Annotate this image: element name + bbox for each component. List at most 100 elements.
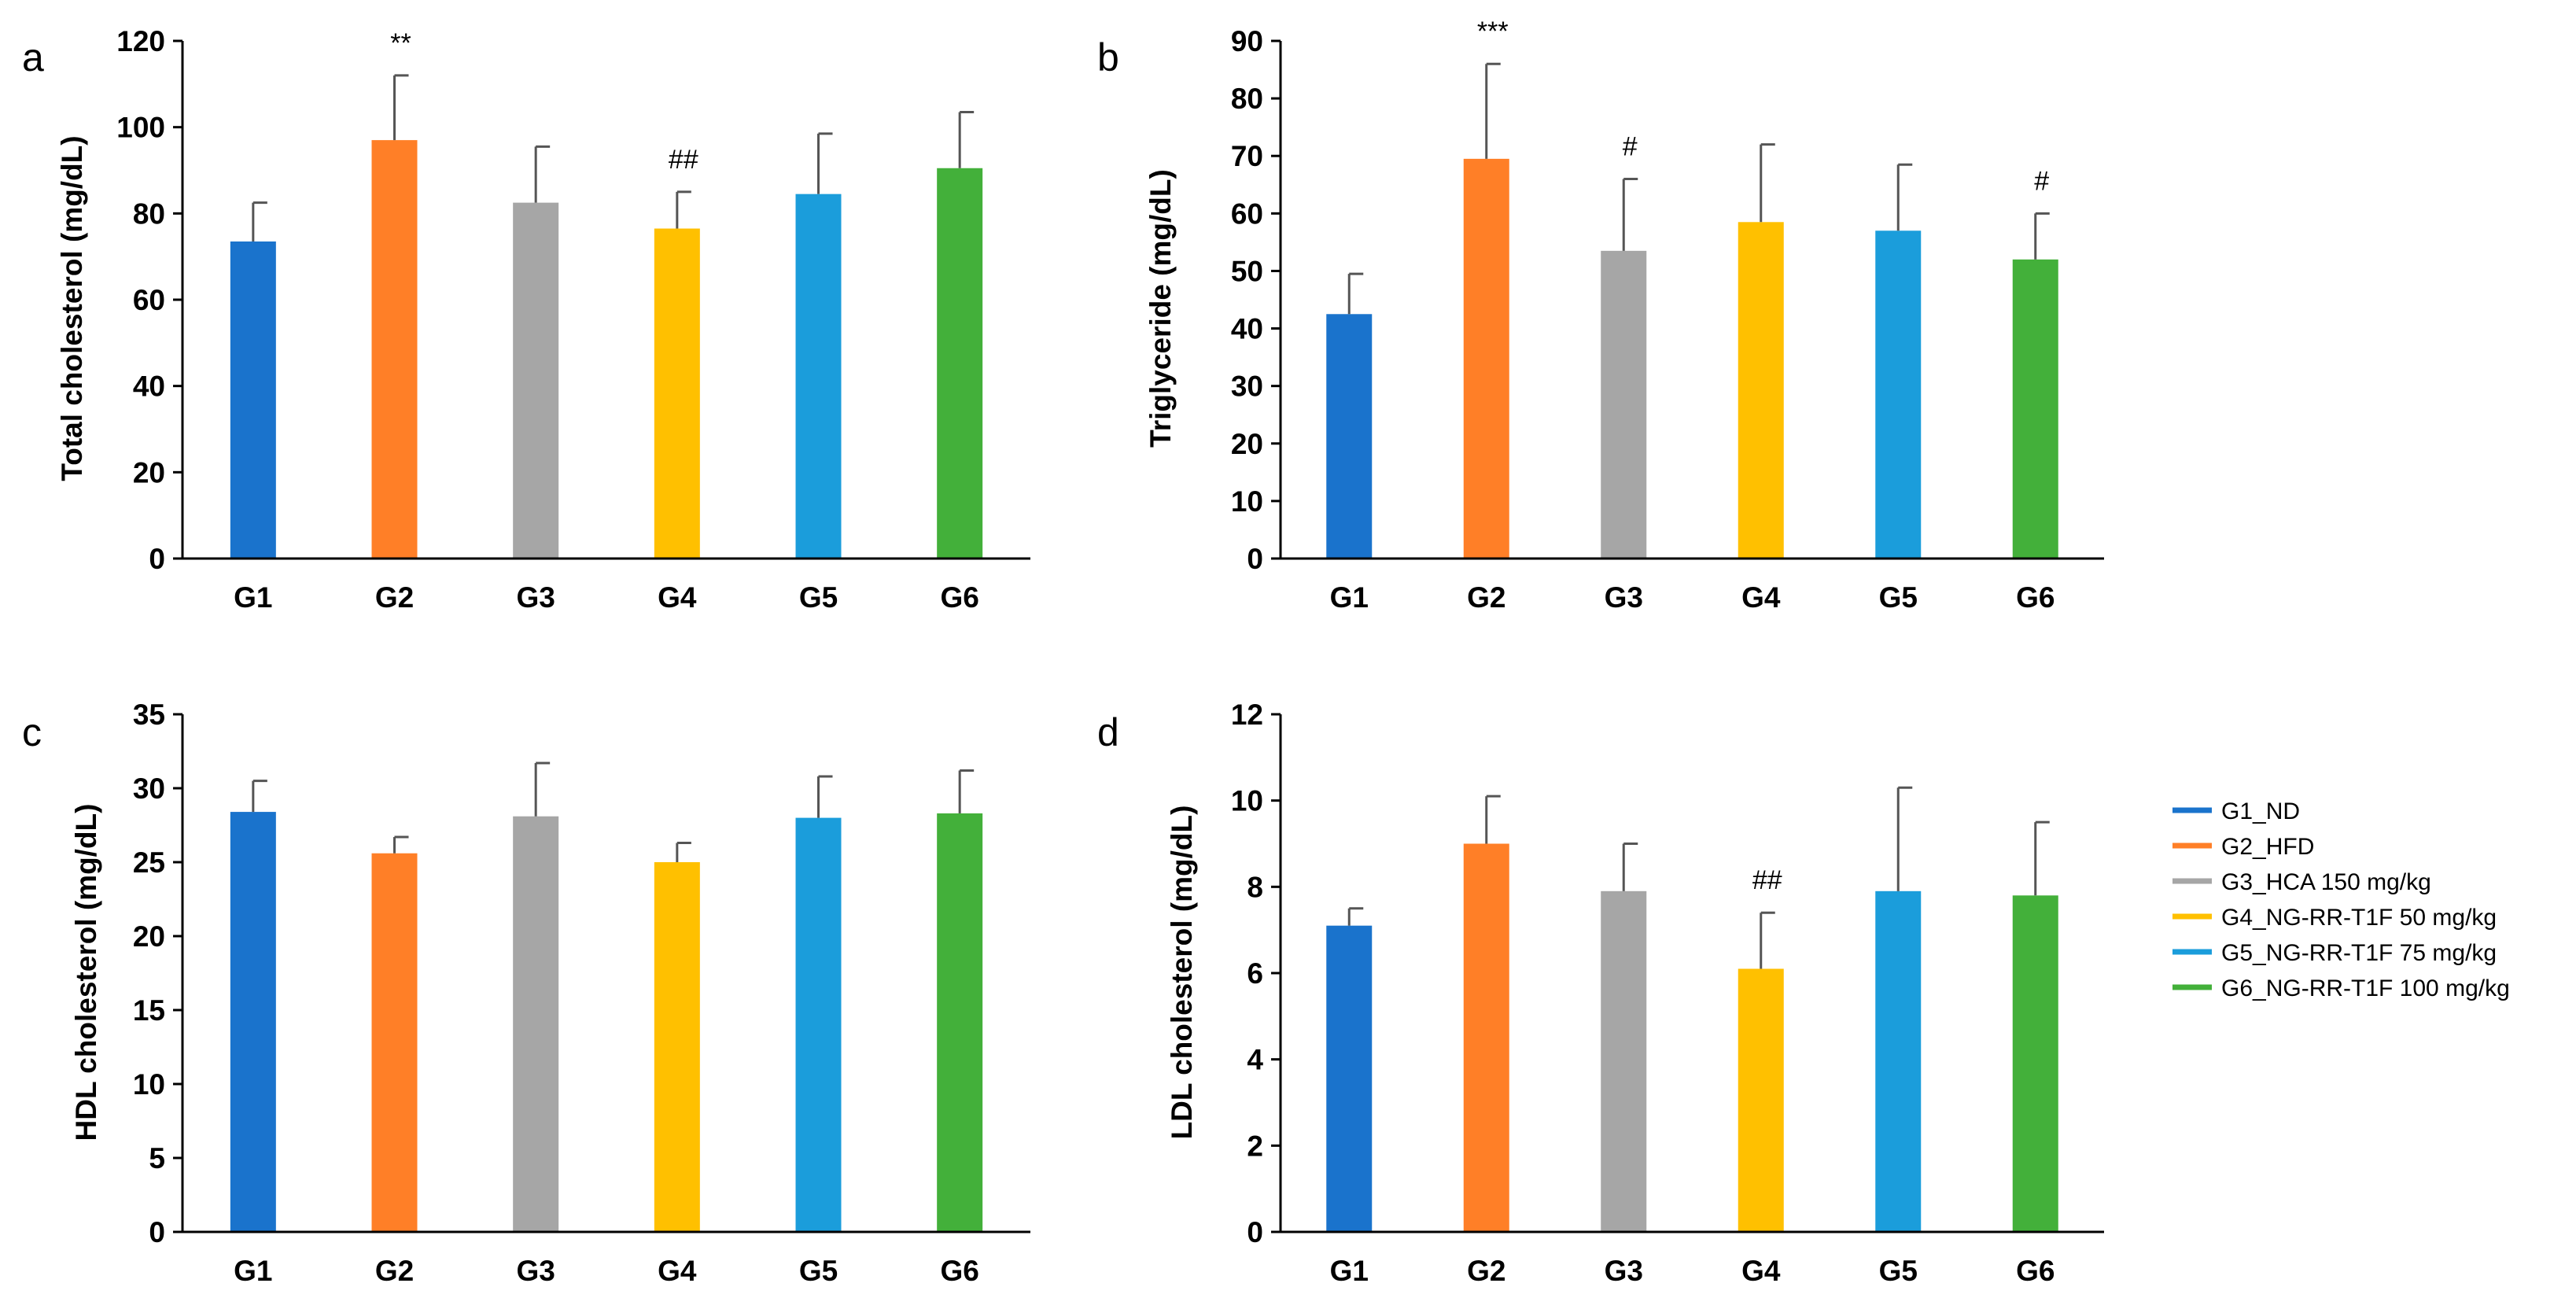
panel-b-bar-g6 [2012, 259, 2058, 559]
panel-a-bar-g5 [795, 194, 842, 559]
panel-b-bar-g5 [1875, 230, 1922, 559]
panel-b-x-tick-label-g1: G1 [1330, 581, 1369, 614]
panel-b-x-tick-label-g4: G4 [1741, 581, 1781, 614]
panel-b-y-tick-label: 90 [1231, 25, 1263, 57]
panel-a-y-axis-title: Total cholesterol (mg/dL) [56, 135, 88, 481]
panel-b-y-tick-label: 30 [1231, 371, 1263, 403]
panel-c-y-tick-label: 30 [133, 772, 165, 805]
panel-d-y-tick-label: 10 [1231, 785, 1263, 817]
panel-d-x-tick-label-g6: G6 [2016, 1255, 2055, 1287]
panel-d-x-tick-label-g2: G2 [1467, 1255, 1505, 1287]
legend-label-g4: G4_NG-RR-T1F 50 mg/kg [2221, 905, 2497, 931]
panel-c-x-tick-label-g6: G6 [940, 1255, 978, 1287]
panel-d-significance-g4: ## [1752, 865, 1782, 895]
panel-a-x-tick-label-g4: G4 [658, 581, 697, 614]
panel-a-x-tick-label-g2: G2 [375, 581, 414, 614]
panel-d-label: d [1097, 710, 1119, 754]
panel-a-significance-g2: ** [390, 28, 411, 58]
panel-c-x-tick-label-g1: G1 [234, 1255, 272, 1287]
panel-b-y-tick-label: 0 [1247, 543, 1263, 575]
legend-label-g2: G2_HFD [2221, 834, 2314, 860]
panel-d-x-tick-label-g3: G3 [1605, 1255, 1643, 1287]
legend-label-g1: G1_ND [2221, 798, 2300, 824]
panel-d-bar-g3 [1601, 890, 1647, 1232]
legend: G1_ND G2_HFD G3_HCA 150 mg/kg G4_NG-RR-T1F … [2172, 798, 2510, 1001]
panel-a-y-tick-label: 80 [133, 197, 165, 230]
panel-b-bar-g3 [1601, 250, 1647, 559]
panel-d-bar-g6 [2012, 895, 2058, 1232]
panel-a-x-tick-label-g6: G6 [940, 581, 978, 614]
panel-d-y-tick-label: 2 [1247, 1130, 1263, 1162]
panel-c-y-tick-label: 5 [149, 1142, 165, 1174]
panel-d-y-tick-label: 8 [1247, 871, 1263, 903]
panel-a-bar-g6 [937, 168, 983, 559]
panel-c-y-tick-label: 15 [133, 994, 165, 1027]
panel-b-x-tick-label-g6: G6 [2016, 581, 2055, 614]
panel-a-label: a [22, 35, 44, 79]
panel-b-bar-g1 [1326, 314, 1373, 559]
panel-b-bar-g4 [1738, 222, 1784, 559]
panel-d-y-tick-label: 12 [1231, 699, 1263, 731]
panel-d-y-tick-label: 4 [1247, 1044, 1263, 1076]
panel-b-significance-g3: # [1623, 131, 1638, 161]
panel-d-bar-g4 [1738, 968, 1784, 1232]
panel-c-y-axis-title: HDL cholesterol (mg/dL) [70, 804, 102, 1141]
panel-c-x-tick-label-g4: G4 [658, 1255, 697, 1287]
panel-a-bar-g4 [654, 228, 700, 559]
panel-b-x-tick-label-g2: G2 [1467, 581, 1505, 614]
panel-c-label: c [22, 710, 42, 754]
panel-c-bar-g1 [230, 812, 276, 1232]
panel-b-y-tick-label: 50 [1231, 255, 1263, 287]
legend-label-g6: G6_NG-RR-T1F 100 mg/kg [2221, 975, 2510, 1001]
panel-d-bar-g1 [1326, 925, 1373, 1232]
panel-b-y-tick-label: 10 [1231, 485, 1263, 518]
panel-a-bar-g3 [513, 202, 559, 559]
panel-b-y-tick-label: 20 [1231, 428, 1263, 460]
panel-a-y-tick-label: 20 [133, 456, 165, 489]
panel-a-significance-g4: ## [669, 145, 698, 175]
panel-c-bar-g2 [371, 853, 418, 1232]
panel-b-significance-g6: # [2034, 166, 2049, 196]
panel-d-y-tick-label: 0 [1247, 1216, 1263, 1248]
panel-c-x-tick-label-g2: G2 [375, 1255, 414, 1287]
panel-c: c HDL cholesterol (mg/dL) 0 5 10 15 20 25 30 35… [22, 699, 1030, 1287]
panel-a-x-tick-label-g5: G5 [799, 581, 838, 614]
panel-a-y-tick-label: 120 [116, 25, 165, 57]
panel-a: a Total cholesterol (mg/dL) 0 20 40 60 80 100… [22, 25, 1030, 614]
panel-c-bar-g4 [654, 862, 700, 1232]
legend-label-g3: G3_HCA 150 mg/kg [2221, 869, 2431, 895]
panel-c-bar-g3 [513, 816, 559, 1232]
panel-b-bar-g2 [1463, 158, 1509, 559]
panel-b-x-tick-label-g5: G5 [1879, 581, 1918, 614]
panel-a-y-tick-label: 40 [133, 371, 165, 403]
panel-b-y-tick-label: 80 [1231, 83, 1263, 115]
panel-b-significance-g2: *** [1477, 17, 1509, 46]
panel-a-x-tick-label-g1: G1 [234, 581, 272, 614]
panel-b: b Triglyceride (mg/dL) 0 10 20 30 40 50 60 70 80… [1097, 17, 2104, 614]
panel-a-y-tick-label: 60 [133, 284, 165, 316]
panel-d-bar-g2 [1463, 843, 1509, 1232]
panel-a-bar-g1 [230, 241, 276, 559]
panel-c-y-tick-label: 20 [133, 920, 165, 953]
panel-b-x-tick-label-g3: G3 [1605, 581, 1643, 614]
panel-b-label: b [1097, 35, 1119, 79]
panel-c-x-tick-label-g3: G3 [516, 1255, 555, 1287]
panel-c-y-tick-label: 25 [133, 846, 165, 879]
legend-label-g5: G5_NG-RR-T1F 75 mg/kg [2221, 940, 2497, 966]
panel-c-y-tick-label: 35 [133, 699, 165, 731]
panel-d-x-tick-label-g5: G5 [1879, 1255, 1918, 1287]
panel-d-x-tick-label-g4: G4 [1741, 1255, 1781, 1287]
panel-c-x-tick-label-g5: G5 [799, 1255, 838, 1287]
panel-c-bar-g5 [795, 817, 842, 1232]
panel-a-x-tick-label-g3: G3 [516, 581, 555, 614]
panel-c-bar-g6 [937, 813, 983, 1232]
panel-d-bar-g5 [1875, 890, 1922, 1232]
panel-b-y-tick-label: 70 [1231, 140, 1263, 172]
panel-d-y-axis-title: LDL cholesterol (mg/dL) [1166, 806, 1198, 1140]
panel-b-y-tick-label: 60 [1231, 197, 1263, 230]
panel-a-y-tick-label: 100 [116, 112, 165, 144]
panel-b-y-tick-label: 40 [1231, 313, 1263, 345]
panel-c-y-tick-label: 10 [133, 1068, 165, 1101]
panel-d: d LDL cholesterol (mg/dL) 0 2 4 6 8 10 12 G1 G2 G… [1097, 699, 2104, 1287]
